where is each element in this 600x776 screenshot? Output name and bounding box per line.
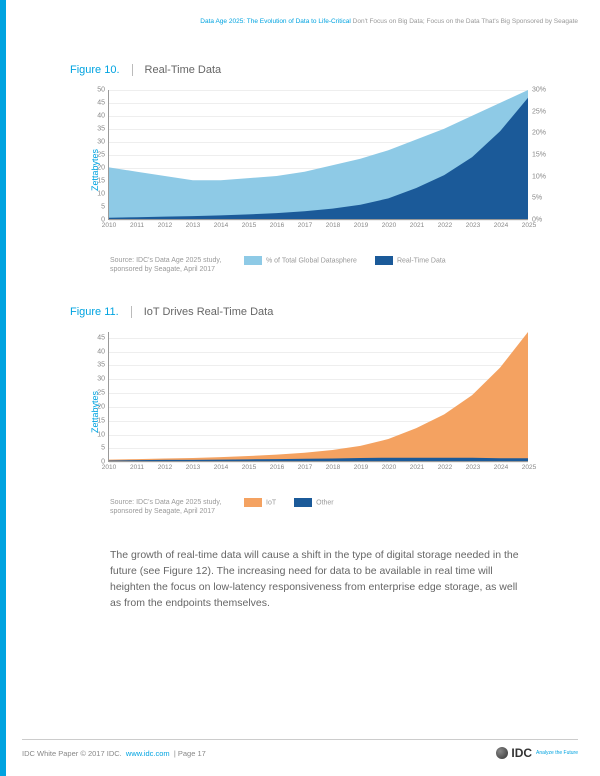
swatch-icon (244, 498, 262, 507)
header-sub: Don't Focus on Big Data; Focus on the Da… (353, 18, 510, 25)
figure-10-plot: 051015202530354045500%5%10%15%20%25%30%2… (108, 90, 528, 220)
idc-logo: IDC Analyze the Future (496, 746, 578, 760)
swatch-icon (375, 256, 393, 265)
legend-item-rt: Real-Time Data (375, 256, 446, 265)
figure-11-chart: Zettabytes 05101520253035404520102011201… (90, 332, 560, 492)
body-paragraph: The growth of real-time data will cause … (110, 548, 530, 611)
figure-10-chart: Zettabytes 051015202530354045500%5%10%15… (90, 90, 560, 250)
legend-item-pct: % of Total Global Datasphere (244, 256, 357, 265)
footer-left: IDC White Paper © 2017 IDC. www.idc.com … (22, 749, 206, 758)
footer-url[interactable]: www.idc.com (126, 749, 170, 758)
legend-item-other: Other (294, 498, 334, 507)
figure-10-legend: % of Total Global Datasphere Real-Time D… (244, 256, 446, 265)
figure-11-footer: Source: IDC's Data Age 2025 study, spons… (110, 498, 560, 516)
swatch-icon (294, 498, 312, 507)
figure-11-number: Figure 11. (70, 306, 132, 318)
header-sponsor: Sponsored by Seagate (512, 18, 578, 25)
page-footer: IDC White Paper © 2017 IDC. www.idc.com … (22, 739, 578, 760)
legend-item-iot: IoT (244, 498, 276, 507)
figure-10-header: Figure 10. Real-Time Data (70, 64, 560, 76)
figure-11-ylabel: Zettabytes (90, 391, 100, 433)
header: Data Age 2025: The Evolution of Data to … (200, 18, 578, 25)
header-main: Data Age 2025: The Evolution of Data to … (200, 18, 351, 25)
globe-icon (496, 747, 508, 759)
figure-10-title: Real-Time Data (133, 64, 222, 76)
footer-page: Page 17 (178, 749, 206, 758)
figure-10-source: Source: IDC's Data Age 2025 study, spons… (110, 256, 230, 274)
figure-11-legend: IoT Other (244, 498, 334, 507)
figure-11-source: Source: IDC's Data Age 2025 study, spons… (110, 498, 230, 516)
figure-11-plot: 0510152025303540452010201120122013201420… (108, 332, 528, 462)
left-accent-bar (0, 0, 6, 776)
figure-10-number: Figure 10. (70, 64, 133, 76)
figure-11-title: IoT Drives Real-Time Data (132, 306, 274, 318)
figure-11-header: Figure 11. IoT Drives Real-Time Data (70, 306, 560, 318)
swatch-icon (244, 256, 262, 265)
figure-10-footer: Source: IDC's Data Age 2025 study, spons… (110, 256, 560, 274)
